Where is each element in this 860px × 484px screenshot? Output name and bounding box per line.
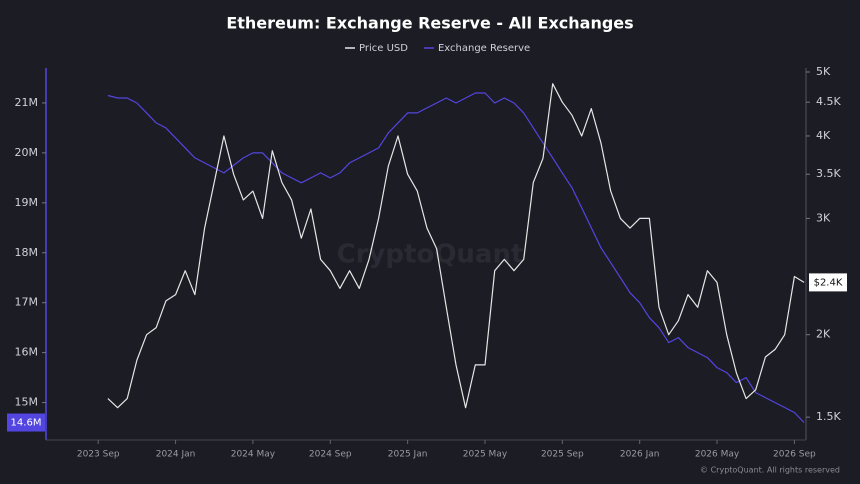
y-tick-label: 18M [15,246,39,259]
y-tick-label: 16M [15,346,39,359]
x-tick-label: 2026 Jan [620,450,660,460]
x-tick-label: 2026 May [695,450,740,460]
last-value-label: 14.6M [11,418,42,429]
legend-label: Price USD [359,43,408,54]
y2-tick-label: 5K [816,65,831,78]
series-line [107,92,805,423]
last-value-box [7,413,45,432]
x-tick-label: 2026 Sep [773,450,816,460]
y-tick-label: 19M [15,196,39,209]
watermark: CryptoQuant [337,240,524,270]
y-tick-label: 17M [15,296,39,309]
last-value-box [809,273,847,292]
legend-label: Exchange Reserve [438,43,530,54]
chart-title: Ethereum: Exchange Reserve - All Exchang… [226,14,633,33]
x-tick-label: 2024 Sep [309,450,352,460]
y2-tick-label: 4.5K [816,95,841,108]
y-tick-label: 15M [15,396,39,409]
footer: © CryptoQuant. All rights reserved [700,466,840,475]
y2-tick-label: 3K [816,211,831,224]
x-tick-label: 2024 Jan [156,450,196,460]
y-tick-label: 21M [15,96,39,109]
y2-tick-label: 2K [816,328,831,341]
x-tick-label: 2025 Jan [388,450,428,460]
last-value-label: $2.4K [814,277,843,288]
x-tick-label: 2025 Sep [541,450,584,460]
x-tick-label: 2023 Sep [77,450,120,460]
y2-tick-label: 1.5K [816,410,841,423]
y-tick-label: 20M [15,146,39,159]
x-tick-label: 2024 May [231,450,276,460]
series-line [107,83,805,409]
y2-tick-label: 3.5K [816,167,841,180]
y2-tick-label: 4K [816,129,831,142]
x-tick-label: 2025 May [463,450,508,460]
